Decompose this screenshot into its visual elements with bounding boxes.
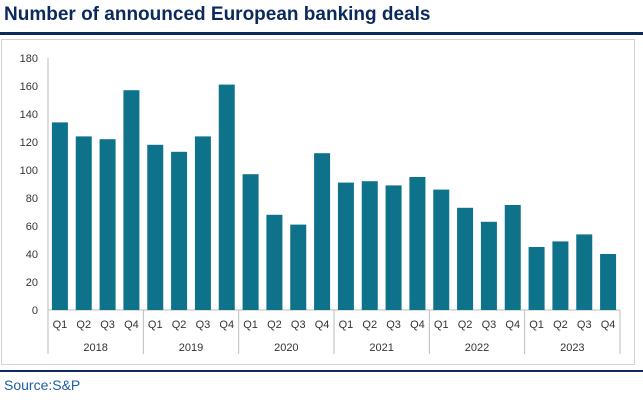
x-tick-label: Q1 (434, 319, 449, 331)
x-tick-label: Q1 (243, 319, 258, 331)
x-tick-label: Q4 (601, 319, 616, 331)
year-label: 2022 (465, 342, 489, 354)
bar (266, 214, 283, 310)
x-tick-label: Q3 (196, 319, 211, 331)
bar (528, 247, 545, 310)
bar (51, 122, 68, 311)
x-tick-label: Q4 (410, 319, 425, 331)
x-tick-label: Q2 (172, 319, 187, 331)
x-tick-label: Q4 (219, 319, 234, 331)
bar (171, 151, 188, 310)
year-label: 2021 (369, 342, 393, 354)
bar (600, 254, 617, 310)
bar (290, 224, 307, 310)
x-tick-label: Q3 (482, 319, 497, 331)
bar (337, 182, 354, 310)
y-tick-label: 120 (20, 137, 38, 149)
chart-title: Number of announced European banking dea… (4, 4, 431, 25)
bar (409, 177, 426, 310)
x-tick-label: Q1 (529, 319, 544, 331)
bar (480, 221, 497, 310)
bar (504, 205, 521, 310)
x-tick-label: Q1 (53, 319, 68, 331)
x-tick-label: Q3 (100, 319, 115, 331)
x-tick-label: Q3 (386, 319, 401, 331)
year-label: 2023 (560, 342, 584, 354)
x-tick-label: Q2 (267, 319, 282, 331)
x-tick-label: Q4 (315, 319, 330, 331)
year-label: 2019 (179, 342, 203, 354)
y-tick-label: 160 (20, 81, 38, 93)
bar (457, 207, 474, 310)
x-tick-label: Q1 (339, 319, 354, 331)
bar-chart: 0 20 40 60 80 100 120 140 160 180 Q1 Q2 Q3 Q4 Q1 Q2 Q3 Q4… (20, 53, 621, 354)
bar (361, 181, 378, 310)
y-tick-label: 140 (20, 109, 38, 121)
bar (123, 90, 140, 310)
chart-frame (1, 39, 635, 365)
y-tick-label: 60 (26, 221, 38, 233)
x-tick-label: Q2 (553, 319, 568, 331)
x-tick-label: Q4 (124, 319, 139, 331)
source-note: Source:S&P (4, 377, 81, 393)
x-tick-label: Q3 (291, 319, 306, 331)
x-tick-label: Q2 (458, 319, 473, 331)
bar (433, 189, 450, 310)
year-label: 2020 (274, 342, 298, 354)
footer-rule (0, 370, 643, 372)
bar (75, 136, 92, 310)
y-tick-label: 20 (26, 277, 38, 289)
y-tick-label: 40 (26, 249, 38, 261)
y-tick-label: 100 (20, 165, 38, 177)
title-underline (0, 32, 643, 35)
bar (218, 84, 235, 310)
bar (385, 185, 402, 310)
bar (147, 144, 164, 310)
y-tick-label: 80 (26, 193, 38, 205)
bar (194, 136, 211, 310)
x-tick-label: Q2 (76, 319, 91, 331)
bar (576, 234, 593, 310)
bar (314, 153, 331, 310)
x-tick-label: Q2 (362, 319, 377, 331)
x-tick-label: Q3 (577, 319, 592, 331)
x-tick-label: Q4 (505, 319, 520, 331)
y-tick-label: 0 (32, 305, 38, 317)
bar (242, 174, 259, 310)
y-tick-label: 180 (20, 53, 38, 65)
x-tick-label: Q1 (148, 319, 163, 331)
bar (552, 241, 569, 310)
year-label: 2018 (83, 342, 107, 354)
bar (99, 139, 116, 310)
